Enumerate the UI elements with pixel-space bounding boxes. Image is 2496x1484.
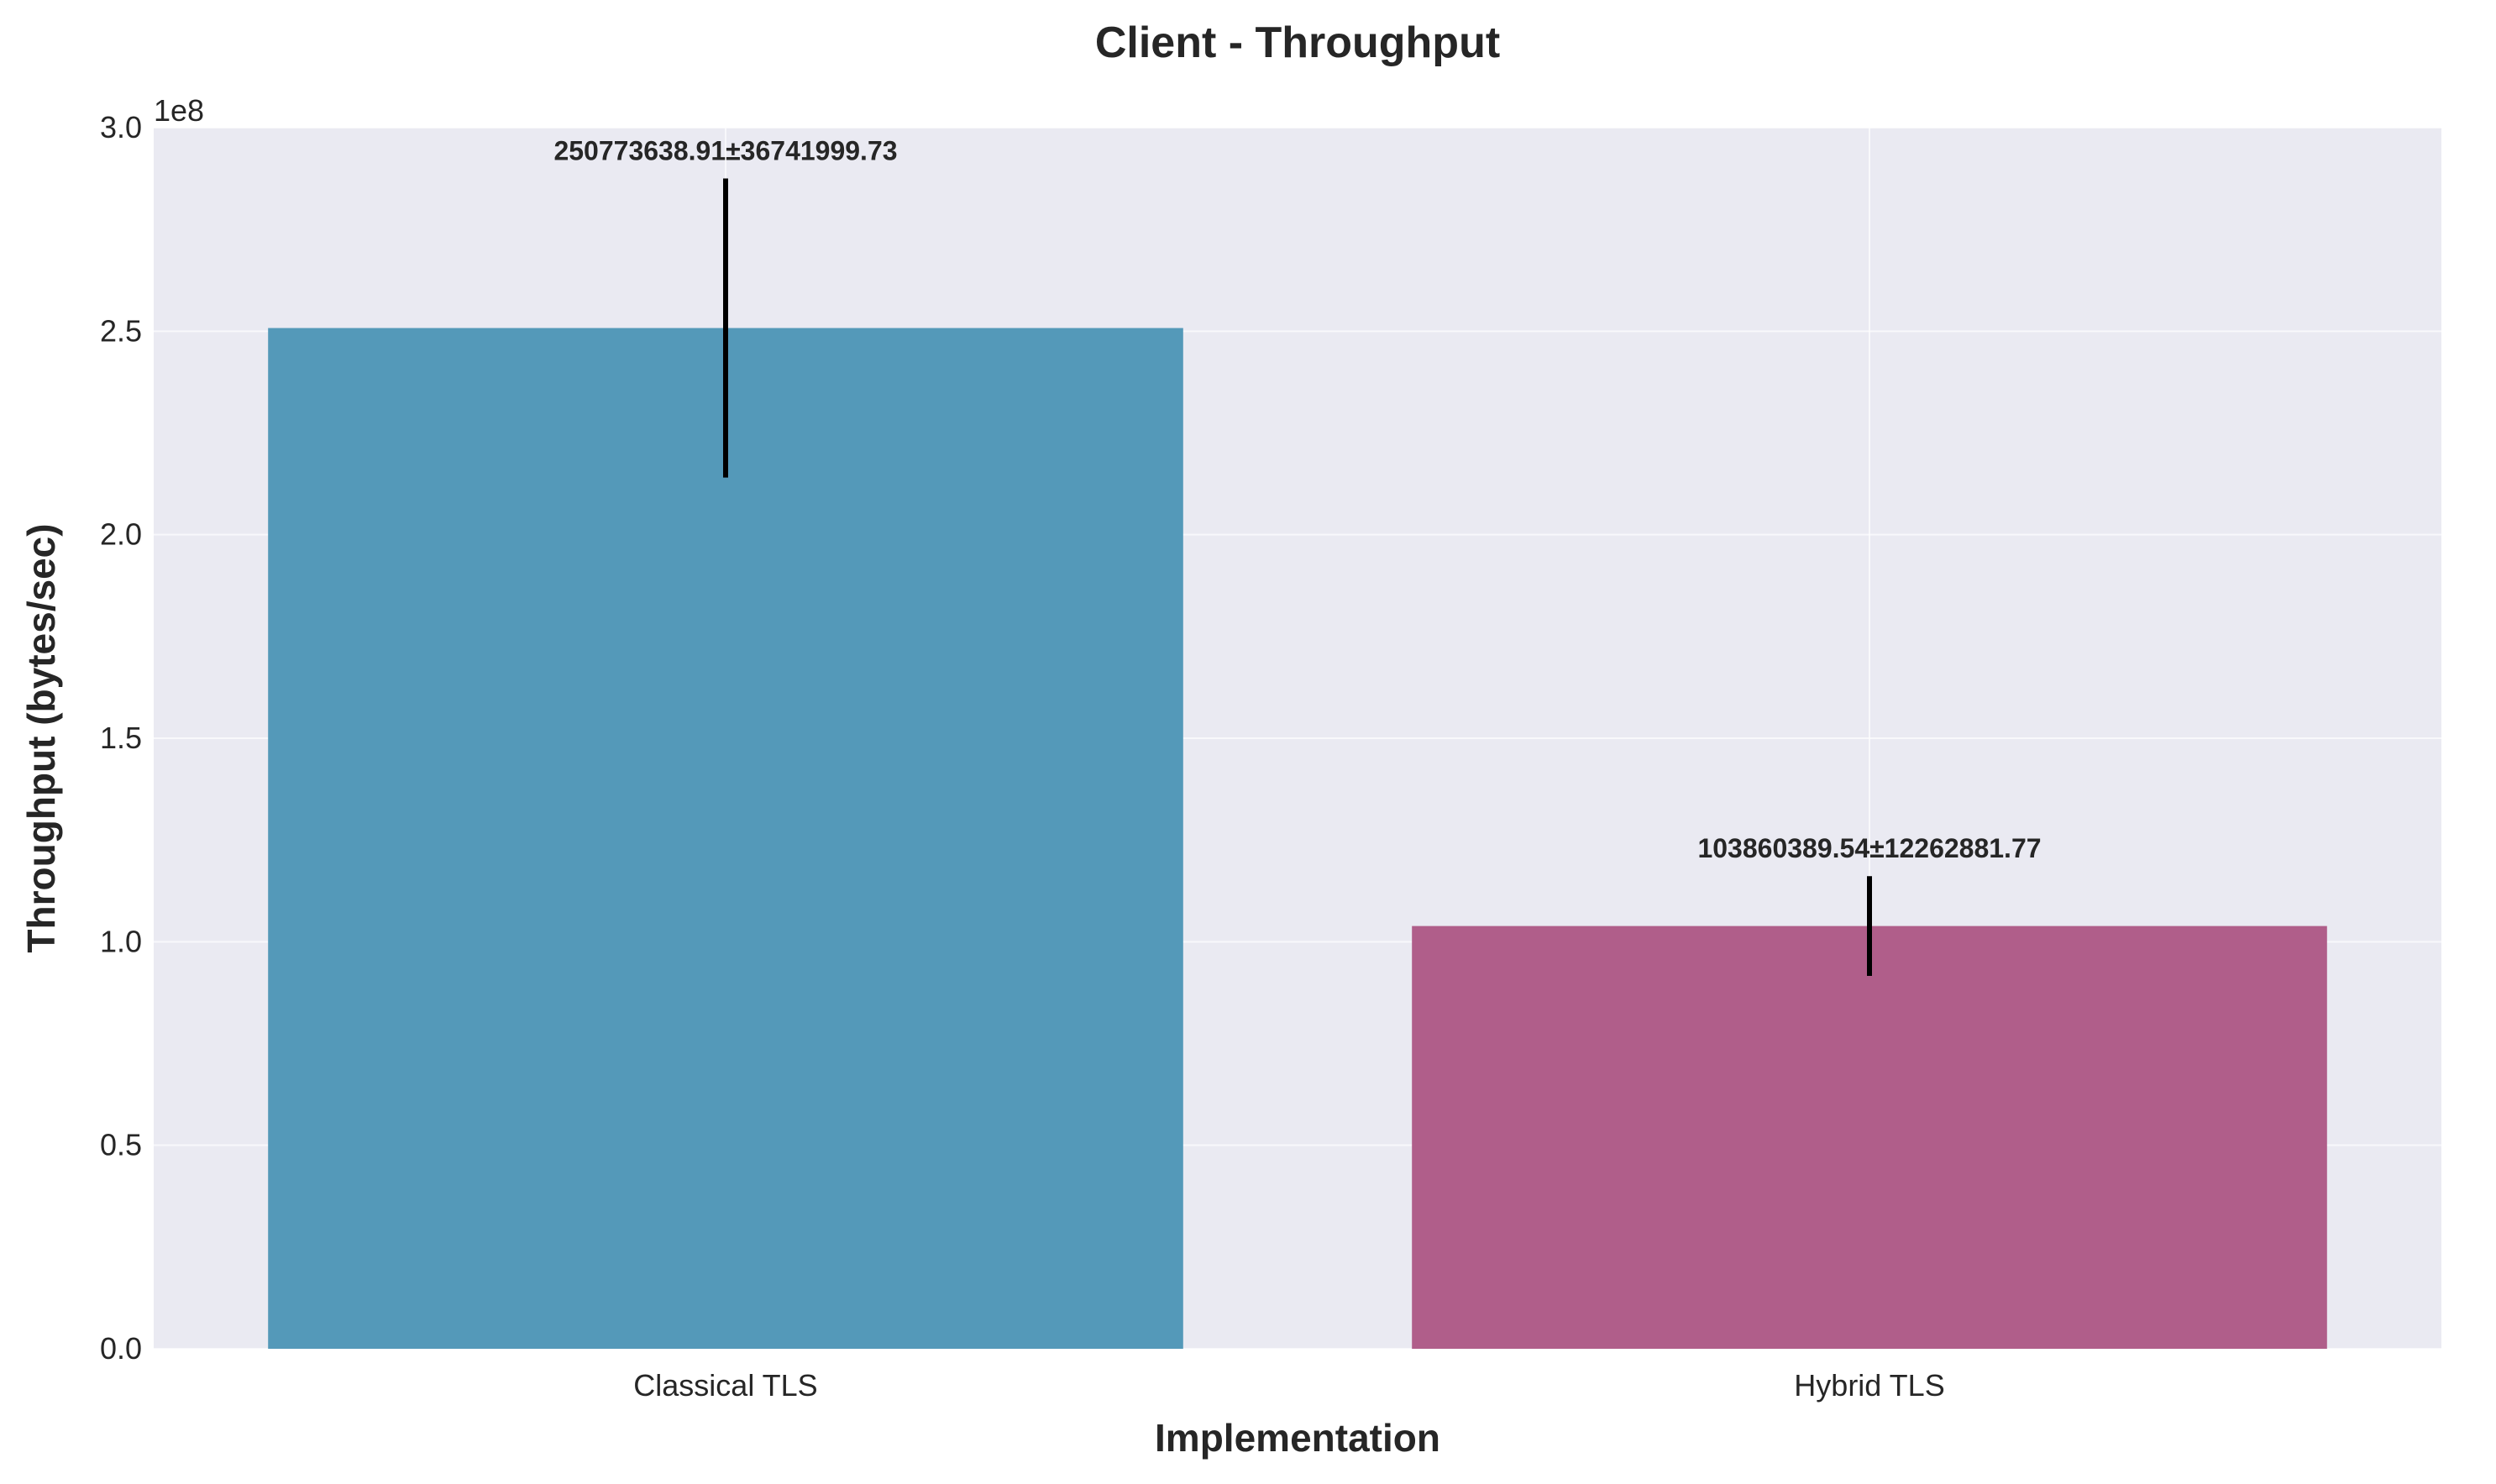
bars [268,328,2327,1350]
y-tick-label: 3.0 [100,110,142,144]
bar [268,328,1183,1350]
data-labels: 250773638.91±36741999.73 103860389.54±122… [553,136,2041,864]
bar-value-label: 250773638.91±36741999.73 [553,136,897,166]
y-tick-label: 1.0 [100,924,142,958]
y-axis-ticks: 0.0 0.5 1.0 1.5 2.0 2.5 3.0 [100,110,142,1366]
chart-title: Client - Throughput [1095,18,1500,67]
x-axis-ticks: Classical TLS Hybrid TLS [633,1368,1944,1403]
y-axis-label: Throughput (bytes/sec) [19,523,63,952]
y-tick-label: 0.5 [100,1128,142,1162]
y-tick-label: 1.5 [100,721,142,755]
y-tick-label: 2.5 [100,313,142,348]
x-tick-label: Hybrid TLS [1794,1368,1944,1403]
y-tick-label: 0.0 [100,1331,142,1366]
error-bars [723,178,1872,977]
x-tick-label: Classical TLS [633,1368,817,1403]
bar-value-label: 103860389.54±12262881.77 [1697,833,2041,863]
y-tick-label: 2.0 [100,517,142,552]
bar [1412,926,2327,1349]
y-axis-offset-label: 1e8 [154,93,204,128]
x-axis-label: Implementation [1155,1416,1440,1460]
